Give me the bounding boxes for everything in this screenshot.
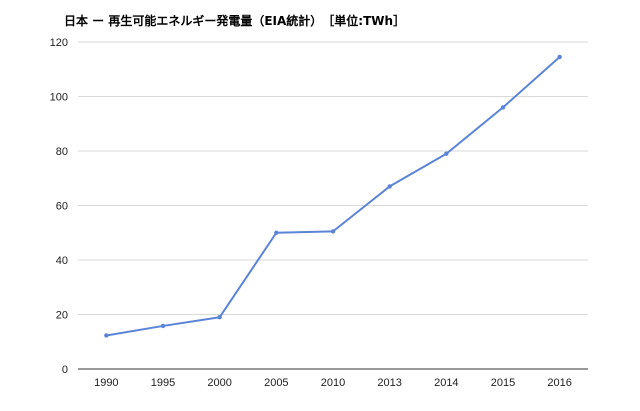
x-tick-label: 2000: [207, 377, 231, 389]
x-tick-label: 1995: [151, 377, 175, 389]
chart-title: 日本 ー 再生可能エネルギー発電量（EIA統計） ［単位:TWh］: [64, 14, 406, 28]
x-tick-label: 2015: [491, 377, 515, 389]
data-point: [444, 151, 449, 156]
y-tick-label: 100: [50, 92, 68, 104]
x-tick-label: 2016: [547, 377, 571, 389]
y-tick-label: 60: [56, 201, 68, 213]
y-tick-label: 40: [56, 255, 68, 267]
y-tick-label: 120: [50, 37, 68, 49]
data-point: [330, 229, 336, 234]
data-point: [274, 230, 279, 235]
data-point: [387, 184, 392, 189]
x-tick-label: 1990: [94, 377, 118, 389]
series: [104, 54, 562, 338]
x-tick-label: 2005: [264, 377, 288, 389]
data-point: [500, 105, 506, 110]
x-tick-label: 2013: [377, 377, 401, 389]
y-tick-label: 80: [56, 146, 68, 158]
data-point: [160, 323, 166, 329]
y-tick-label: 20: [56, 310, 68, 322]
x-tick-label: 2014: [434, 377, 458, 389]
x-tick-labels: 1990 1995 2000 2005 2010 2013 2014 2015 2016: [94, 377, 572, 389]
data-point: [557, 54, 562, 60]
x-tick-label: 2010: [321, 377, 345, 389]
data-point: [217, 315, 222, 320]
gridlines: [78, 41, 588, 315]
data-point: [104, 333, 109, 338]
y-tick-labels: 0 20 40 60 80 100 120: [50, 37, 68, 376]
y-tick-label: 0: [62, 364, 68, 376]
series-line: [106, 56, 561, 337]
